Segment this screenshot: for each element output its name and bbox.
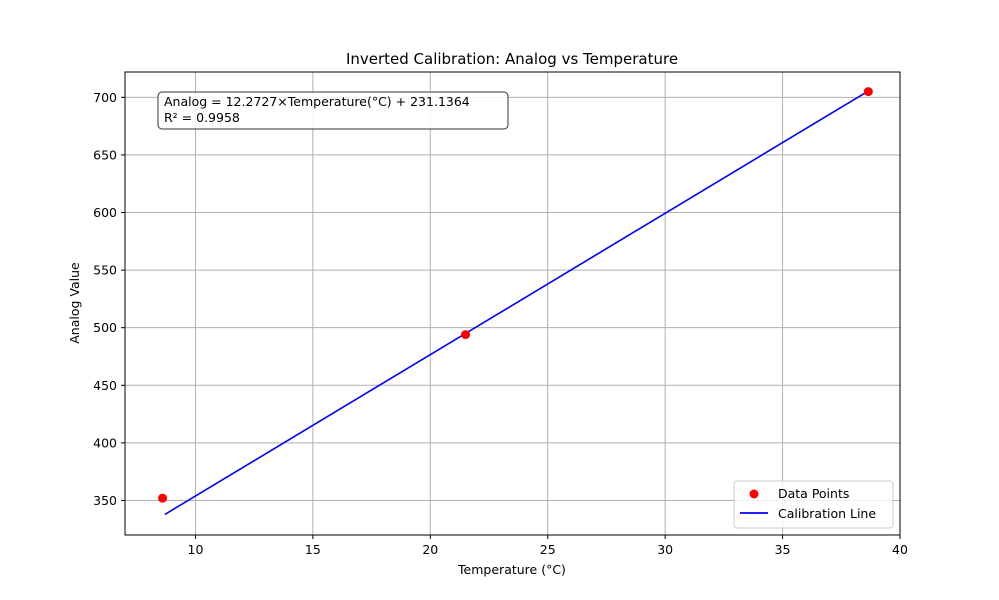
y-tick-label: 650	[93, 147, 117, 162]
plot-frame	[124, 71, 901, 536]
y-tick-label: 600	[93, 205, 117, 220]
legend-label-calibration-line: Calibration Line	[778, 506, 876, 521]
y-tick-label: 400	[93, 435, 117, 450]
x-tick-label: 40	[892, 542, 908, 557]
y-tick-label: 500	[93, 320, 117, 335]
annotation-equation: Analog = 12.2727×Temperature(°C) + 231.1…	[164, 94, 470, 109]
data-point	[158, 493, 168, 503]
x-tick-label: 15	[305, 542, 321, 557]
equation-annotation: Analog = 12.2727×Temperature(°C) + 231.1…	[157, 91, 509, 130]
data-point	[461, 330, 471, 340]
legend-box	[733, 480, 894, 529]
chart-title: Inverted Calibration: Analog vs Temperat…	[346, 50, 678, 68]
series-layer	[158, 87, 873, 516]
x-tick-label: 35	[775, 542, 791, 557]
x-axis-ticks: 10 15 20 25 30 35 40	[188, 535, 908, 557]
legend-marker-data-points	[749, 489, 759, 499]
x-tick-label: 20	[422, 542, 438, 557]
y-tick-label: 550	[93, 263, 117, 278]
x-axis-label: Temperature (°C)	[457, 562, 566, 577]
legend: Data Points Calibration Line	[733, 480, 894, 529]
annotation-box	[157, 91, 509, 130]
legend-label-data-points: Data Points	[778, 486, 849, 501]
x-tick-label: 10	[188, 542, 204, 557]
grid-lines	[125, 72, 901, 535]
y-axis-label: Analog Value	[67, 262, 82, 344]
x-tick-label: 30	[657, 542, 673, 557]
annotation-r-squared: R² = 0.9958	[164, 110, 240, 125]
y-tick-label: 350	[93, 493, 117, 508]
y-axis-ticks: 350 400 450 500 550 600 650 700	[93, 90, 125, 508]
y-tick-label: 450	[93, 378, 117, 393]
y-tick-label: 700	[93, 90, 117, 105]
x-tick-label: 25	[540, 542, 556, 557]
data-point	[863, 87, 873, 97]
